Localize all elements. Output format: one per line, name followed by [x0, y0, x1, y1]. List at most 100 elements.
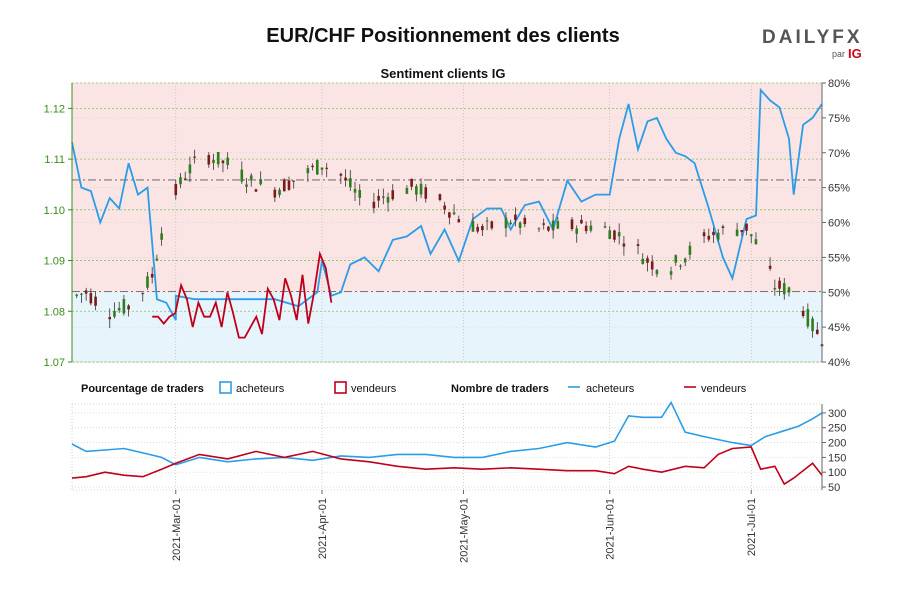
candle-body [245, 184, 248, 187]
candle-body [457, 219, 461, 223]
price-tick-label: 1.12 [44, 103, 65, 115]
price-tick-label: 1.09 [44, 256, 65, 268]
legend-pct-label: Pourcentage de traders [81, 383, 204, 395]
price-tick-label: 1.07 [44, 357, 65, 369]
candle-body [504, 217, 508, 229]
candle-body [349, 178, 352, 188]
candle-body [382, 196, 385, 198]
candle-body [674, 255, 678, 263]
candle-body [773, 287, 777, 290]
count-tick-label: 50 [828, 482, 840, 494]
candle-body [226, 157, 229, 165]
sentiment-tick-label: 70% [828, 148, 850, 160]
candle-body [216, 152, 220, 165]
candle-body [452, 212, 456, 215]
candle-body [240, 169, 244, 182]
legend-count-label: Nombre de traders [451, 383, 549, 395]
legend-pct-sellers: vendeurs [351, 383, 397, 395]
candle-body [122, 298, 126, 314]
candle-body [278, 189, 281, 195]
candle-body [556, 221, 560, 229]
sentiment-subtitle: Sentiment clients IG [381, 66, 506, 81]
candle-body [471, 220, 475, 232]
candle-body [655, 270, 659, 275]
candle-body [287, 180, 291, 190]
date-tick-label: 2021-May-01 [459, 498, 471, 563]
candle-body [754, 239, 758, 245]
candle-body [174, 183, 178, 196]
candle-body [424, 187, 428, 199]
candle-body [259, 179, 262, 185]
candle-body [768, 265, 772, 269]
count-frame [71, 403, 823, 491]
count-tick-label: 300 [828, 408, 846, 420]
candle-body [787, 287, 791, 293]
candle-body [282, 179, 286, 192]
candle-body [405, 188, 409, 194]
date-tick-label: 2021-Jul-01 [746, 498, 758, 556]
candle-body [325, 167, 329, 169]
logo-brand: IG [848, 46, 862, 61]
candle-body [782, 283, 786, 295]
logo-sub: par [832, 49, 845, 59]
sentiment-tick-label: 75% [828, 113, 850, 125]
candle-body [608, 230, 612, 239]
candle-body [476, 226, 479, 232]
legend-pct-buyers: acheteurs [236, 383, 285, 395]
candle-body [410, 178, 413, 187]
candle-body [292, 180, 295, 182]
candle-body [712, 231, 715, 236]
candle-body [721, 226, 725, 228]
candle-body [537, 228, 541, 230]
candle-body [509, 222, 512, 224]
sentiment-tick-label: 60% [828, 218, 850, 230]
sentiment-tick-label: 45% [828, 322, 850, 334]
candle-body [523, 217, 527, 225]
candle-body [589, 225, 593, 231]
candle-body [94, 296, 97, 306]
candle-body [254, 189, 258, 192]
count-tick-label: 150 [828, 452, 846, 464]
candle-body [113, 311, 116, 317]
candle-body [542, 223, 545, 225]
candle-body [641, 258, 645, 265]
price-panel: 1.07 1.08 1.09 1.10 1.11 1.12 40% 45% 50% 55% 60% 6… [44, 78, 851, 369]
sentiment-tick-label: 40% [828, 357, 850, 369]
candle-body [646, 258, 649, 263]
candle-body [683, 258, 687, 263]
count-tick-label: 100 [828, 467, 846, 479]
candle-body [339, 173, 343, 176]
price-tick-label: 1.10 [44, 205, 65, 217]
candle-body [679, 265, 682, 267]
candle-body [702, 232, 706, 237]
candle-body [221, 160, 225, 164]
sentiment-lines [71, 87, 823, 339]
candle-body [419, 183, 423, 195]
candle-body [688, 245, 692, 255]
candle-body [570, 219, 574, 230]
date-tick-label: 2021-Jun-01 [605, 498, 617, 560]
candle-body [575, 228, 579, 234]
candle-body [358, 189, 362, 198]
candle-body [273, 189, 277, 198]
legend-pct-sellers-swatch [334, 381, 347, 394]
candle-body [778, 280, 781, 289]
candle-body [150, 273, 154, 278]
candle-body [306, 168, 310, 174]
date-tick-label: 2021-Mar-01 [171, 498, 183, 561]
candle-body [617, 232, 621, 237]
reference-levels [72, 179, 822, 293]
chart-title: EUR/CHF Positionnement des clients [266, 25, 619, 47]
logo-wordmark: DAILYFX [762, 27, 863, 48]
candle-body [315, 160, 319, 175]
candle-body [155, 258, 159, 261]
candle-body [707, 235, 711, 240]
candle-body [193, 156, 196, 158]
candle-body [749, 234, 753, 237]
candle-body [815, 329, 819, 334]
legend-count-buyers: acheteurs [586, 383, 635, 395]
sellers-count-line [71, 446, 823, 486]
candle-body [84, 290, 88, 294]
trader-count-panel: 50 100 150 200 250 300 2021-Mar-01 2021-Apr-01 2… [71, 400, 846, 563]
